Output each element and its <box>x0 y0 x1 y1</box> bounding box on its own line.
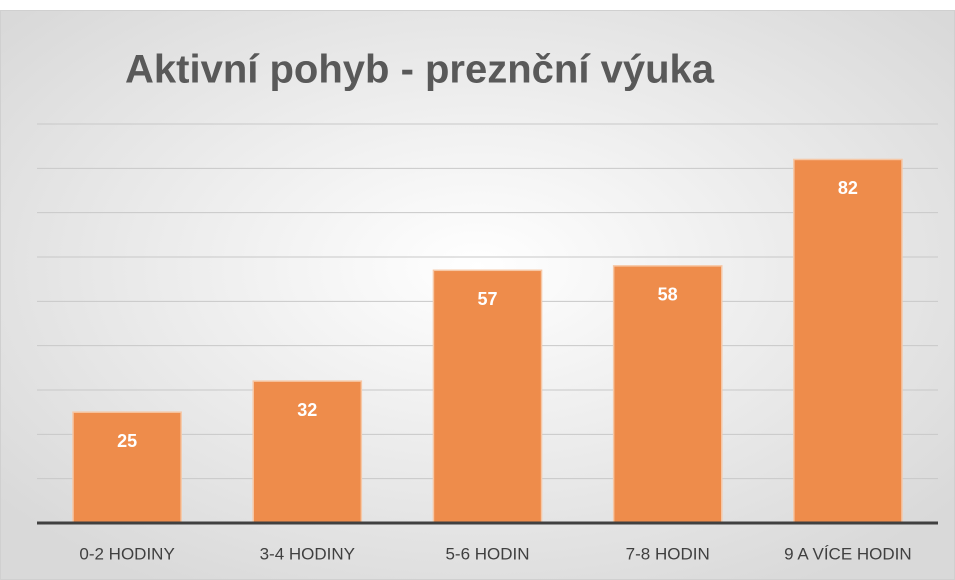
x-tick-label: 7-8 HODIN <box>626 544 710 563</box>
bar <box>72 411 182 524</box>
x-tick-label: 0-2 HODINY <box>79 544 174 563</box>
value-label: 82 <box>838 178 858 198</box>
bar <box>793 158 903 524</box>
value-label: 57 <box>477 289 497 309</box>
value-label: 25 <box>117 431 137 451</box>
bar <box>612 265 723 524</box>
chart-title: Aktivní pohyb - preznční výuka <box>125 48 715 92</box>
x-tick-label: 3-4 HODINY <box>260 544 355 563</box>
x-tick-label: 5-6 HODIN <box>445 544 529 563</box>
x-tick-label: 9 A VÍCE HODIN <box>784 544 912 563</box>
value-label: 32 <box>297 400 317 420</box>
bar <box>252 380 363 524</box>
value-label: 58 <box>658 285 678 305</box>
